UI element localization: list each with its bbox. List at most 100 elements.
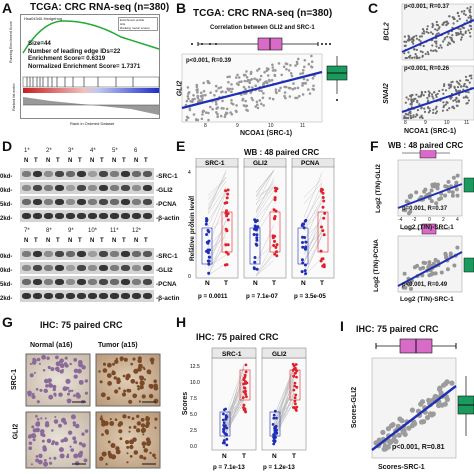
- pair-line: [255, 251, 275, 277]
- ihc-cell: [128, 399, 133, 404]
- ihc-cell: [66, 455, 70, 459]
- data-point: [244, 87, 247, 91]
- data-point: [447, 22, 450, 25]
- data-point: [413, 56, 416, 59]
- facet-strip: [195, 158, 239, 168]
- data-point: [427, 260, 432, 265]
- blot-band: [22, 185, 31, 191]
- data-point: [261, 96, 265, 100]
- ihc-cell: [84, 429, 89, 433]
- ihc-cell: [65, 378, 71, 384]
- data-point: [464, 30, 467, 33]
- pair-line: [223, 366, 245, 431]
- data-point: [256, 106, 260, 110]
- data-point: [437, 197, 442, 202]
- data-point: [302, 69, 305, 72]
- blot-band: [22, 171, 31, 177]
- data-point: [199, 91, 203, 95]
- ihc-cell: [137, 387, 140, 391]
- y-tick: 0: [188, 274, 191, 280]
- ihc-cell: [100, 392, 106, 398]
- blot-top-lane-labels: 1* 2* 3* 4* 5* 6: [24, 148, 138, 154]
- data-point: [195, 85, 199, 89]
- panel-f-ylabel-top: Log2 (T/N)-GLI2: [374, 164, 382, 213]
- ihc-cell: [48, 381, 51, 384]
- pair-line: [303, 172, 323, 218]
- pair-line: [255, 169, 275, 206]
- x-tick-t: T: [272, 280, 276, 287]
- data-point: [258, 89, 261, 92]
- data-point-t: [274, 209, 278, 213]
- facet-strip: [243, 158, 287, 168]
- x-tick-t: T: [292, 453, 296, 460]
- blot-band: [44, 171, 53, 177]
- data-point-n: [255, 236, 259, 240]
- ihc-cell: [125, 373, 131, 379]
- data-point-n: [274, 436, 277, 439]
- facet-title: GLI2: [272, 351, 287, 358]
- blot-band: [88, 251, 97, 257]
- data-point: [451, 80, 454, 83]
- data-point: [196, 91, 199, 94]
- data-point: [434, 107, 437, 110]
- data-point: [432, 182, 437, 187]
- blot-band: [77, 251, 86, 257]
- data-point: [460, 10, 463, 13]
- data-point: [446, 43, 449, 47]
- data-point: [230, 83, 233, 86]
- ihc-cell: [149, 451, 152, 455]
- pair-line: [255, 259, 275, 277]
- data-point: [201, 94, 205, 97]
- data-point: [283, 85, 286, 89]
- ihc-row-gli2: GLI2: [12, 423, 20, 440]
- data-point: [448, 84, 451, 87]
- data-point: [403, 52, 406, 55]
- data-point: [421, 419, 427, 425]
- blot-bottom-proteins: -SRC-1 -GLI2 -PCNA -β-actin: [156, 253, 180, 302]
- panel-i-title: IHC: 75 paired CRC: [356, 324, 439, 334]
- ihc-cell: [28, 446, 33, 451]
- data-point: [455, 173, 460, 178]
- data-point: [429, 49, 433, 52]
- data-point: [462, 12, 465, 15]
- data-point: [425, 30, 428, 33]
- data-point: [424, 52, 427, 56]
- data-point: [403, 116, 406, 120]
- ihc-cell: [133, 368, 139, 374]
- pair-line: [303, 182, 323, 205]
- x-tick-n: N: [301, 280, 306, 287]
- data-point: [421, 55, 424, 58]
- data-point: [415, 37, 419, 40]
- data-point: [200, 99, 204, 102]
- data-point: [403, 208, 408, 213]
- data-point-n: [304, 240, 308, 244]
- data-point-n: [272, 442, 276, 446]
- data-point: [404, 44, 407, 47]
- blot-band: [55, 213, 64, 219]
- data-point-n: [255, 238, 259, 242]
- data-point: [427, 263, 432, 268]
- data-point: [215, 111, 218, 114]
- p-value: p = 7.1e-13: [213, 464, 245, 471]
- ihc-cell: [114, 418, 118, 422]
- blot-band: [33, 265, 42, 271]
- y-tick: 0.0: [190, 444, 197, 450]
- ihc-cell: [72, 421, 76, 425]
- panel-c-xlabel: NCOA1 (SRC-1): [404, 128, 457, 135]
- data-point: [436, 32, 439, 35]
- y-tick: 2: [188, 222, 191, 228]
- data-point: [418, 103, 421, 106]
- data-point: [186, 116, 190, 120]
- gsea-ylabel-metric: Ranked list metric: [11, 83, 16, 111]
- data-point: [420, 106, 423, 109]
- blot-band: [88, 293, 97, 299]
- data-point-n: [275, 416, 278, 420]
- data-point: [470, 74, 473, 77]
- hit-lines: [26, 77, 134, 87]
- data-point: [434, 112, 437, 115]
- blot-top-row-actin: [20, 210, 154, 222]
- pair-line: [255, 254, 275, 277]
- ihc-cell: [113, 376, 117, 380]
- data-point: [432, 49, 435, 53]
- ihc-cell: [136, 421, 142, 426]
